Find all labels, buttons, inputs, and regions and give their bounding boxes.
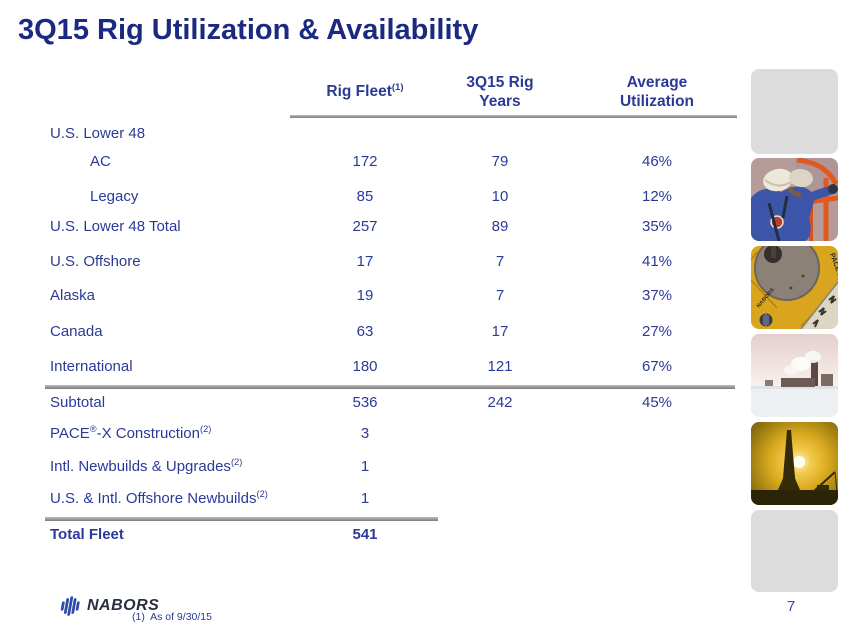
col-header-utilization-line2: Utilization (619, 93, 695, 110)
pace-x-rig-floor-photo: PACE·X NABORS (751, 246, 838, 329)
subtotal-divider (45, 385, 735, 389)
table-row: Total Fleet 541 (50, 525, 750, 545)
sunset-rig-illustration (751, 422, 838, 505)
row-label: Total Fleet (50, 526, 124, 543)
nabors-globe-icon (60, 596, 80, 616)
cell-avg-utilization: 35% (641, 218, 673, 235)
arctic-rig-photo (751, 334, 838, 417)
table-row: International 180 121 67% (50, 357, 750, 377)
row-label: Intl. Newbuilds & Upgrades(2) (50, 457, 243, 475)
cell-rig-years: 121 (487, 358, 513, 375)
row-label: Alaska (50, 287, 96, 304)
rig-workers-illustration (751, 158, 838, 241)
row-label: Subtotal (50, 394, 106, 411)
cell-rig-years: 7 (495, 253, 505, 270)
blank-gray-tile (751, 510, 838, 592)
rig-utilization-table: Rig Fleet(1) 3Q15 Rig Years Average Util… (50, 0, 750, 560)
sunset-rig-photo (751, 422, 838, 505)
cell-rig-years: 17 (491, 323, 509, 340)
svg-text:PACE·X: PACE·X (828, 252, 838, 279)
table-row: Canada 63 17 27% (50, 322, 750, 342)
page-title: 3Q15 Rig Utilization & Availability (18, 14, 479, 46)
cell-avg-utilization: 41% (641, 253, 673, 270)
nabors-logo-text: NABORS (87, 597, 160, 614)
cell-rig-years: 7 (495, 287, 505, 304)
table-row: U.S. Lower 48 Total 257 89 35% (50, 217, 750, 237)
col-header-rig-fleet-text: Rig Fleet (326, 83, 392, 100)
cell-rig-fleet: 1 (360, 458, 370, 475)
row-label: U.S. Lower 48 (50, 125, 146, 142)
row-label: AC (90, 153, 111, 170)
blank-gray-tile (751, 69, 838, 154)
cell-avg-utilization: 12% (641, 188, 673, 205)
row-label: PACE®-X Construction(2) (50, 424, 212, 442)
pace-x-rig-floor-illustration: PACE·X NABORS (751, 246, 838, 329)
total-fleet-divider (45, 517, 438, 521)
cell-avg-utilization: 46% (641, 153, 673, 170)
cell-rig-years: 10 (491, 188, 509, 205)
cell-rig-fleet: 85 (356, 188, 374, 205)
table-row: PACE®-X Construction(2) 3 (50, 424, 750, 444)
row-label: Legacy (90, 188, 139, 205)
col-header-utilization-line1: Average (626, 74, 688, 91)
row-label: U.S. Lower 48 Total (50, 218, 181, 235)
cell-rig-years: 89 (491, 218, 509, 235)
row-label: U.S. Offshore (50, 253, 141, 270)
page-number: 7 (786, 598, 796, 615)
cell-rig-fleet: 1 (360, 490, 370, 507)
col-header-rig-fleet: Rig Fleet(1) (265, 82, 465, 102)
footnotes: (1) As of 9/30/15 (2) Includes announced… (132, 584, 510, 635)
table-row: Subtotal 536 242 45% (50, 393, 750, 413)
table-row: U.S. & Intl. Offshore Newbuilds(2) 1 (50, 489, 750, 509)
row-label: International (50, 358, 133, 375)
cell-rig-fleet: 3 (360, 425, 370, 442)
table-row: Legacy 85 10 12% (50, 187, 750, 207)
header-underline (290, 115, 737, 118)
col-header-rig-years-line2: Years (479, 93, 521, 110)
cell-rig-fleet: 19 (356, 287, 374, 304)
footnote-1: (1) As of 9/30/15 (132, 611, 212, 623)
cell-avg-utilization: 45% (641, 394, 673, 411)
table-row: Alaska 19 7 37% (50, 286, 750, 306)
cell-rig-years: 242 (487, 394, 513, 411)
row-label: Canada (50, 323, 103, 340)
table-row: AC 172 79 46% (50, 152, 750, 172)
table-row: U.S. Offshore 17 7 41% (50, 252, 750, 272)
cell-avg-utilization: 67% (641, 358, 673, 375)
cell-avg-utilization: 37% (641, 287, 673, 304)
cell-rig-fleet: 536 (352, 394, 378, 411)
col-header-rig-years-line1: 3Q15 Rig (466, 74, 534, 91)
col-header-rig-years: 3Q15 Rig Years (400, 73, 600, 111)
table-row: Intl. Newbuilds & Upgrades(2) 1 (50, 457, 750, 477)
row-label: U.S. & Intl. Offshore Newbuilds(2) (50, 489, 268, 507)
arctic-rig-illustration (751, 334, 838, 417)
cell-avg-utilization: 27% (641, 323, 673, 340)
cell-rig-fleet: 541 (352, 526, 378, 543)
cell-rig-fleet: 17 (356, 253, 374, 270)
cell-rig-fleet: 257 (352, 218, 378, 235)
cell-rig-years: 79 (491, 153, 509, 170)
nabors-logo: NABORS (54, 594, 159, 618)
cell-rig-fleet: 180 (352, 358, 378, 375)
cell-rig-fleet: 172 (352, 153, 378, 170)
rig-workers-photo (751, 158, 838, 241)
col-header-avg-utilization: Average Utilization (557, 73, 757, 111)
table-row: U.S. Lower 48 (50, 124, 750, 144)
footnote-ref-1: (1) (391, 81, 404, 93)
cell-rig-fleet: 63 (356, 323, 374, 340)
